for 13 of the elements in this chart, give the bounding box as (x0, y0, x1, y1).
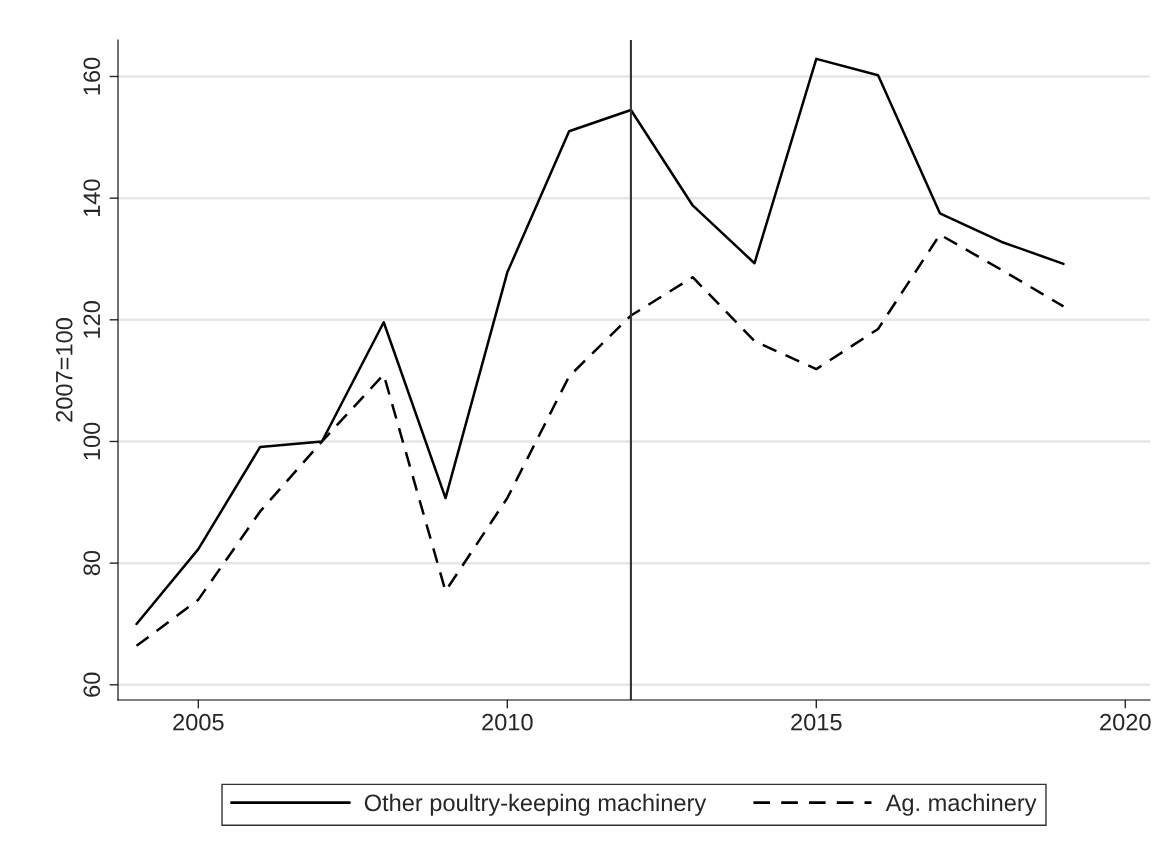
y-tick-label: 120 (83, 301, 101, 338)
y-tick-label: 160 (83, 57, 101, 95)
x-tick-label: 2015 (791, 713, 842, 731)
y-tick-label: 140 (83, 179, 101, 217)
x-tick-label: 2005 (173, 713, 224, 731)
x-tick-label: 2010 (482, 713, 533, 731)
y-tick-label: 100 (83, 422, 101, 460)
y-tick-label: 80 (83, 550, 101, 576)
legend-label: Other poultry-keeping machinery (364, 793, 707, 816)
x-tick-label: 2020 (1100, 713, 1151, 731)
y-axis-title: 2007=100 (55, 318, 73, 422)
y-tick-label: 60 (83, 672, 101, 697)
text: Ag. machinery (885, 793, 1037, 816)
